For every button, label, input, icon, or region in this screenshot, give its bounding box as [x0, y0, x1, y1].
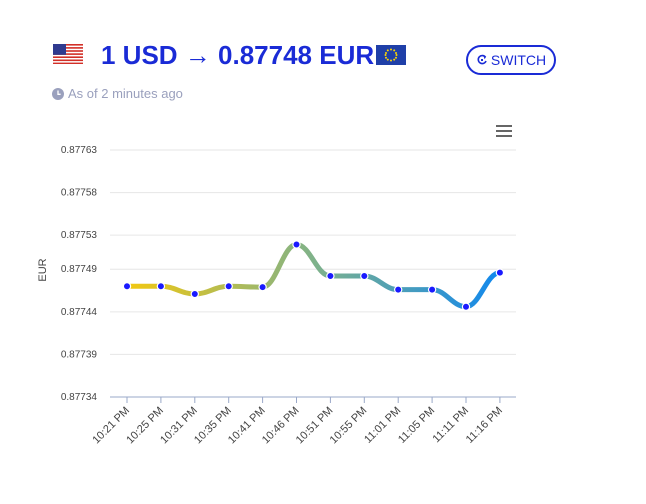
x-tick-label: 10:55 PM	[328, 405, 370, 447]
x-tick-label: 11:05 PM	[396, 405, 437, 446]
data-point	[224, 282, 233, 291]
data-point	[190, 289, 199, 299]
data-point	[122, 282, 132, 291]
us-flag-icon	[53, 44, 83, 64]
y-tick-label: 0.87744	[61, 307, 98, 318]
as-of-status: As of 2 minutes ago	[52, 86, 183, 101]
switch-icon	[477, 54, 487, 65]
y-tick-label: 0.87739	[61, 349, 98, 360]
data-point	[156, 282, 166, 291]
data-point	[495, 268, 505, 277]
y-tick-label: 0.87734	[61, 392, 98, 403]
y-tick-label: 0.87763	[61, 145, 98, 156]
switch-label: SWITCH	[490, 52, 547, 68]
data-point	[461, 302, 471, 311]
x-tick-label: 11:16 PM	[464, 405, 505, 446]
hamburger-menu-icon[interactable]	[493, 122, 515, 140]
data-point	[258, 282, 267, 292]
data-point	[394, 285, 403, 294]
conversion-rate-title: 1 USD → 0.87748 EUR	[101, 40, 375, 70]
series-line	[124, 242, 503, 310]
data-point	[326, 271, 335, 281]
switch-button[interactable]: SWITCH	[466, 45, 556, 75]
data-point	[427, 285, 437, 294]
eu-flag-icon	[376, 45, 406, 65]
y-tick-label: 0.87753	[61, 230, 98, 241]
data-point	[292, 240, 301, 249]
as-of-text: As of 2 minutes ago	[68, 86, 183, 101]
y-axis-title: EUR	[37, 258, 49, 281]
data-point	[360, 271, 369, 281]
y-tick-label: 0.87749	[61, 264, 98, 275]
y-tick-label: 0.87758	[61, 188, 98, 199]
clock-icon	[52, 87, 64, 100]
